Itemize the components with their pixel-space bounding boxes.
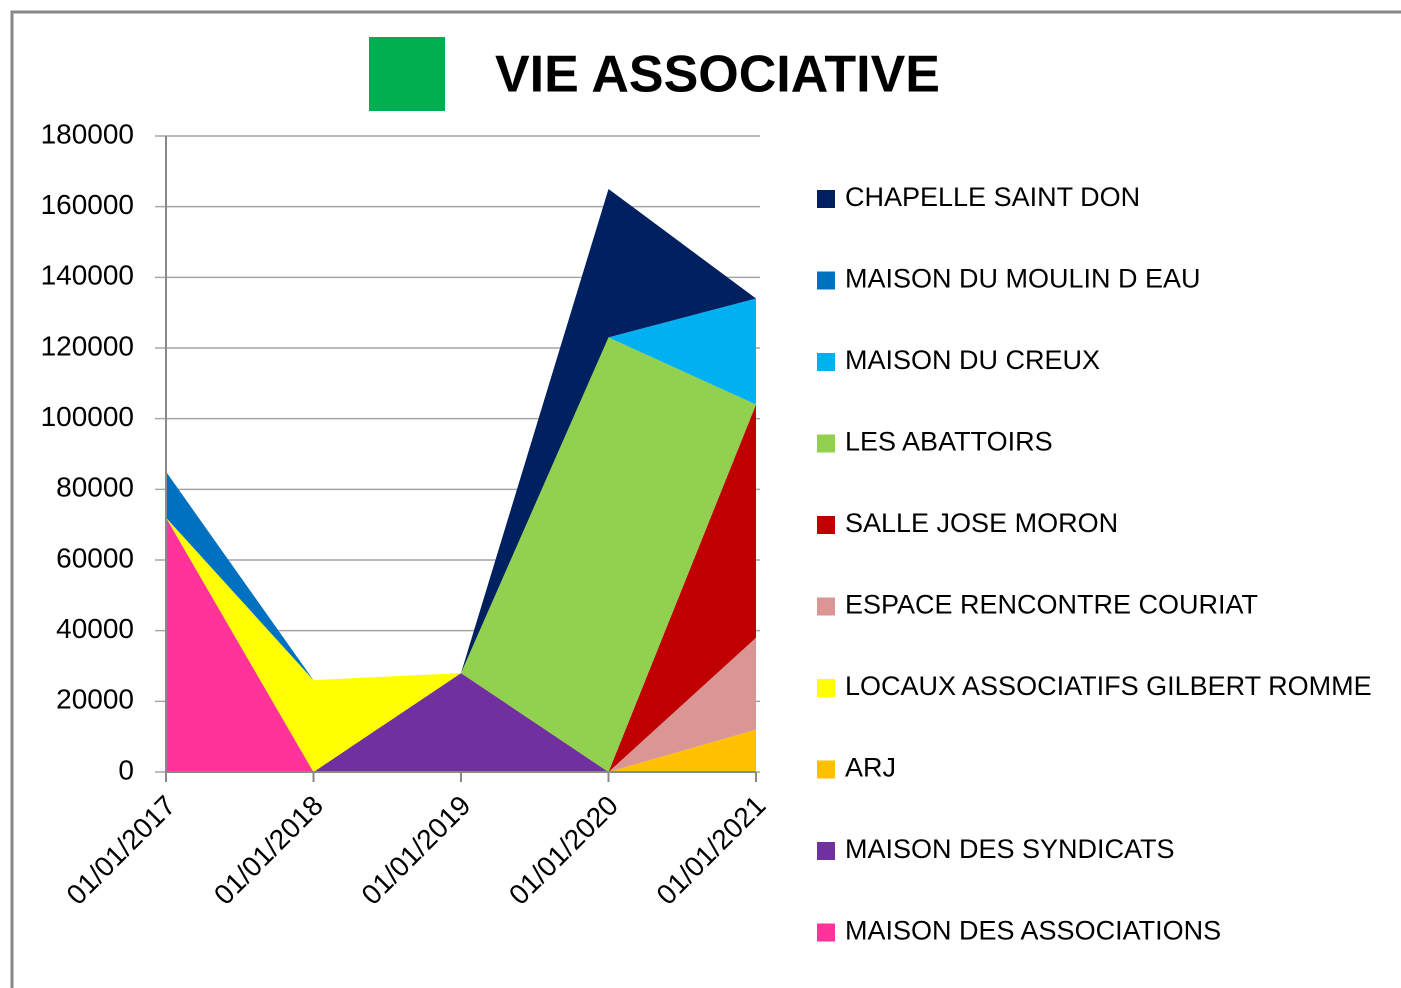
title-marker <box>369 37 445 111</box>
legend-swatch <box>817 760 835 779</box>
area <box>166 517 756 772</box>
area <box>166 298 756 681</box>
y-tick-label: 80000 <box>56 472 134 503</box>
legend-label: MAISON DU CREUX <box>845 345 1100 375</box>
legend-label: ARJ <box>845 753 896 783</box>
y-tick-label: 20000 <box>56 684 134 715</box>
legend-swatch <box>817 190 835 208</box>
chart-border <box>10 10 1401 988</box>
legend-swatch <box>817 434 835 453</box>
area <box>166 517 756 772</box>
legend-swatch <box>817 597 835 616</box>
legend-label: MAISON DES SYNDICATS <box>845 834 1175 864</box>
x-tick-label: 01/01/2021 <box>650 790 771 911</box>
y-tick-label: 100000 <box>41 401 134 432</box>
area <box>166 189 756 681</box>
y-tick-label: 140000 <box>41 260 134 291</box>
legend-label: ESPACE RENCONTRE COURIAT <box>845 590 1258 620</box>
legend-label: SALLE JOSE MORON <box>845 508 1118 538</box>
area <box>166 517 756 772</box>
x-tick-label: 01/01/2019 <box>355 790 476 911</box>
legend-swatch <box>817 516 835 534</box>
y-tick-label: 160000 <box>41 189 134 220</box>
legend-swatch <box>817 923 835 942</box>
x-tick-label: 01/01/2020 <box>503 790 624 911</box>
chart-title: VIE ASSOCIATIVE <box>495 46 940 104</box>
y-tick-label: 60000 <box>56 542 134 573</box>
legend-swatch <box>817 353 835 371</box>
legend-swatch <box>817 271 835 290</box>
legend-label: MAISON DES ASSOCIATIONS <box>845 916 1221 946</box>
y-tick-label: 0 <box>118 754 134 785</box>
area <box>166 517 756 772</box>
area <box>166 337 756 772</box>
x-tick-label: 01/01/2017 <box>60 790 181 911</box>
y-tick-label: 120000 <box>41 330 134 361</box>
legend-swatch <box>817 679 835 697</box>
legend-label: MAISON DU MOULIN D EAU <box>845 264 1201 294</box>
legend-label: CHAPELLE SAINT DON <box>845 182 1140 212</box>
legend-swatch <box>817 842 835 860</box>
legend-label: LES ABATTOIRS <box>845 427 1053 457</box>
y-tick-label: 40000 <box>56 613 134 644</box>
y-tick-label: 180000 <box>41 118 134 149</box>
legend-label: LOCAUX ASSOCIATIFS GILBERT ROMME <box>845 671 1372 701</box>
x-tick-label: 01/01/2018 <box>208 790 329 911</box>
